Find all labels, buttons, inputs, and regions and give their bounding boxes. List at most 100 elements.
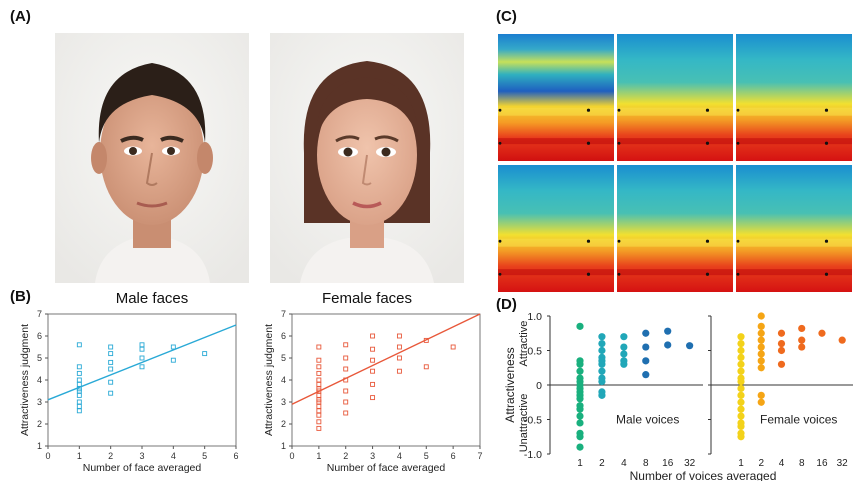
data-point: [642, 357, 650, 365]
x-tick-label: 7: [477, 451, 482, 461]
data-point: [170, 344, 176, 350]
x-tick-label: 1: [77, 451, 82, 461]
formant-marker: [705, 272, 710, 276]
data-point: [798, 336, 806, 344]
x-tick-label: 1: [316, 451, 321, 461]
data-point: [737, 398, 745, 406]
data-point: [757, 336, 765, 344]
data-point: [757, 343, 765, 351]
data-point: [620, 333, 628, 341]
y-axis-label-bottom: Unattractive: [518, 394, 530, 453]
x-tick-label: 8: [799, 458, 805, 469]
data-point: [76, 342, 82, 348]
data-point: [316, 370, 322, 376]
data-point: [576, 322, 584, 330]
data-point: [598, 346, 606, 355]
formant-marker: [498, 272, 502, 276]
data-point: [316, 381, 322, 387]
x-tick-label: 4: [397, 451, 402, 461]
spectrogram-grid: [498, 34, 852, 292]
data-point: [370, 357, 376, 363]
data-point: [777, 346, 786, 355]
x-tick-label: 5: [202, 451, 207, 461]
formant-band: [498, 238, 614, 247]
x-tick-label: 6: [233, 451, 238, 461]
y-tick-label: 6: [37, 331, 42, 341]
data-point: [139, 346, 145, 352]
data-point: [737, 367, 745, 375]
data-point: [76, 392, 82, 398]
data-point: [598, 340, 606, 348]
data-point: [642, 343, 650, 351]
x-tick-label: 4: [779, 458, 785, 469]
data-point: [838, 336, 846, 344]
data-point: [396, 355, 402, 361]
data-point: [396, 344, 402, 350]
formant-marker: [586, 239, 591, 243]
data-point: [343, 399, 349, 405]
male-face-image: [55, 33, 249, 283]
data-point: [642, 371, 650, 379]
formant-marker: [586, 141, 591, 145]
y-tick-label: -1.0: [524, 449, 542, 461]
data-point: [598, 333, 606, 341]
formant-marker: [617, 239, 621, 243]
data-point: [343, 342, 349, 348]
y-tick-label: 1.0: [527, 311, 542, 323]
y-axis-label: Attractiveness judgment: [263, 324, 275, 436]
formant-band: [498, 138, 614, 145]
data-point: [757, 364, 765, 372]
series-label: Male voices: [616, 413, 679, 427]
data-point: [108, 379, 114, 385]
x-tick-label: 3: [370, 451, 375, 461]
formant-marker: [705, 141, 710, 145]
male-faces-chart: 0 1 2 3 4 5 6 1 2 3 4 5 6 7 Number of face averaged Att…: [8, 306, 248, 481]
data-point: [664, 341, 672, 349]
y-tick-label: 3: [281, 397, 286, 407]
data-point: [370, 381, 376, 387]
x-tick-label: 0: [289, 451, 294, 461]
x-tick-label: 2: [343, 451, 348, 461]
data-point: [757, 398, 765, 406]
data-point: [170, 357, 176, 363]
formant-band: [736, 107, 852, 116]
data-point: [598, 391, 606, 399]
trend-line: [291, 313, 481, 405]
y-tick-label: 0.5: [527, 346, 542, 358]
panel-label-b: (B): [10, 288, 31, 305]
data-point: [757, 312, 765, 320]
data-point: [620, 360, 628, 368]
x-tick-label: 2: [599, 458, 605, 469]
data-point: [737, 433, 745, 441]
data-point: [76, 370, 82, 376]
female-faces-caption: Female faces: [321, 290, 413, 307]
y-axis-label: Attractiveness judgment: [19, 324, 31, 436]
data-point: [396, 333, 402, 339]
data-point: [316, 425, 322, 431]
y-tick-label: 5: [281, 353, 286, 363]
formant-marker: [824, 141, 829, 145]
y-axis-label-top: Attractive: [518, 321, 530, 367]
data-point: [108, 390, 114, 396]
data-point: [139, 355, 145, 361]
data-point: [777, 360, 786, 368]
male-faces-caption: Male faces: [115, 290, 189, 307]
data-point: [370, 368, 376, 374]
formant-marker: [824, 239, 829, 243]
y-tick-label: 3: [37, 397, 42, 407]
x-tick-label: 32: [684, 458, 696, 469]
formant-band: [498, 269, 614, 276]
data-point: [737, 412, 745, 420]
data-point: [316, 377, 322, 383]
data-point: [108, 359, 114, 365]
y-tick-label: 4: [281, 375, 286, 385]
series-label: Female voices: [760, 413, 837, 427]
data-point: [737, 340, 745, 348]
data-point: [316, 412, 322, 418]
data-point: [76, 377, 82, 383]
x-tick-label: 32: [837, 458, 849, 469]
y-tick-label: 2: [37, 419, 42, 429]
formant-marker: [617, 108, 621, 112]
data-point: [76, 381, 82, 387]
formant-band: [617, 138, 733, 145]
